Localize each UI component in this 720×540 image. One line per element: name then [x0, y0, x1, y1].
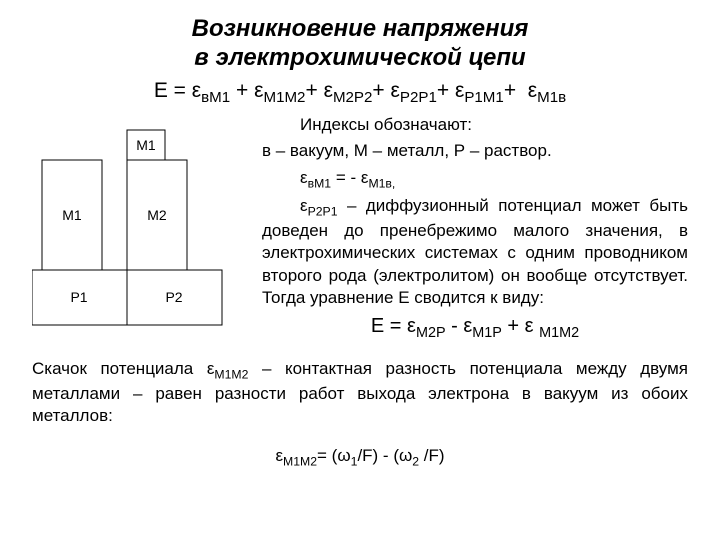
body-indexes: Индексы обозначают:	[262, 114, 688, 136]
diagram-label-m1-top: М1	[136, 137, 156, 153]
title-line-1: Возникновение напряжения	[192, 15, 529, 42]
page-title: Возникновение напряжения в электрохимиче…	[32, 14, 688, 73]
diagram-label-p2: Р2	[165, 289, 182, 305]
bottom-paragraph: Скачок потенциала εМ1М2 – контактная раз…	[32, 358, 688, 428]
bottom-eq: εМ1М2= (ω1/F) - (ω2 /F)	[32, 445, 688, 470]
body-text-column: Индексы обозначают: в – вакуум, М – мета…	[262, 114, 688, 344]
main-equation: E = εвМ1 + εМ1М2+ εМ2Р2+ εР2Р1+ εР1М1+ ε…	[32, 79, 688, 106]
bottom-block: Скачок потенциала εМ1М2 – контактная раз…	[32, 358, 688, 470]
body-paragraph: εР2Р1 – диффузионный потенциал может быт…	[262, 195, 688, 309]
diagram-label-p1: Р1	[70, 289, 87, 305]
cell-diagram: М1 М1 М2 Р1 Р2	[32, 120, 242, 355]
diagram-label-m1-left: М1	[62, 207, 82, 223]
body-defs: в – вакуум, М – металл, Р – раствор.	[262, 140, 688, 162]
body-eq1: εвМ1 = - εМ1в,	[262, 167, 688, 192]
diagram-label-m2: М2	[147, 207, 167, 223]
title-line-2: в электрохимической цепи	[194, 44, 525, 71]
body-short-eq: E = εМ2Р - εМ1Р + ε М1М2	[262, 313, 688, 343]
